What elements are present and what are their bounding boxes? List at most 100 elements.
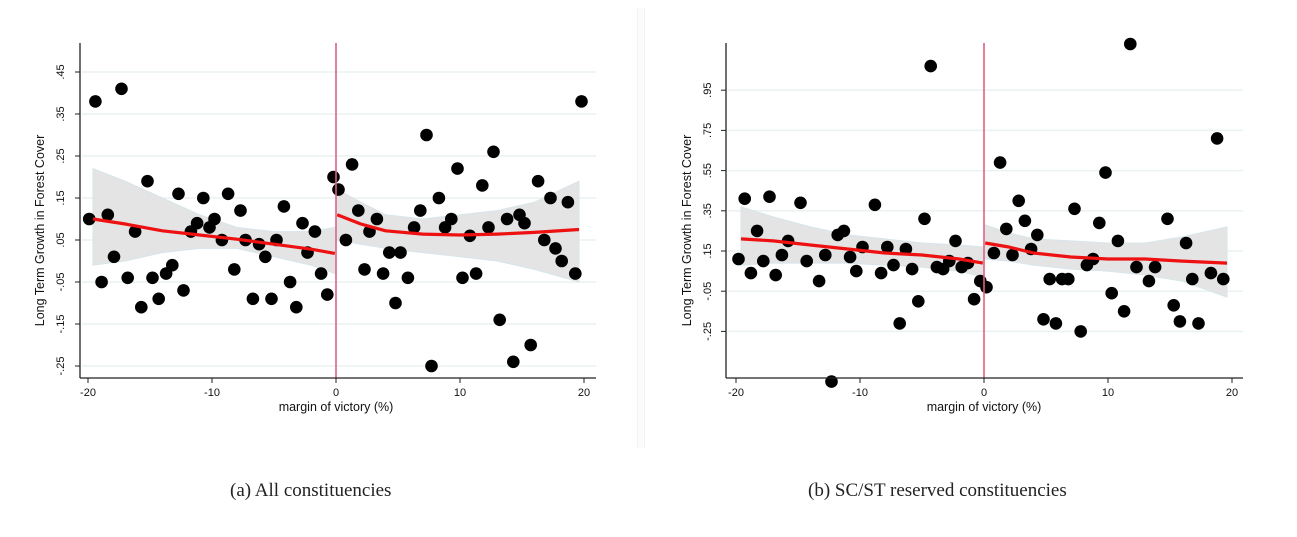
data-point — [1117, 305, 1131, 318]
data-point — [332, 183, 345, 196]
data-point — [339, 233, 353, 247]
data-point — [107, 250, 121, 264]
data-point — [812, 274, 826, 288]
data-point — [775, 248, 789, 262]
x-tick-label: -20 — [80, 387, 96, 399]
data-point — [924, 59, 937, 73]
data-point — [432, 191, 446, 205]
data-point — [1018, 214, 1032, 228]
x-axis-title: margin of victory (%) — [927, 400, 1042, 414]
data-point — [1186, 272, 1199, 286]
data-point — [228, 263, 241, 276]
data-point — [101, 208, 115, 222]
data-point — [277, 200, 291, 213]
data-point — [949, 234, 962, 248]
fitted-line — [92, 217, 336, 255]
y-tick-label: -.25 — [702, 322, 714, 341]
data-point — [234, 204, 247, 217]
data-point — [819, 248, 832, 262]
data-point — [95, 275, 108, 289]
data-point — [980, 280, 993, 294]
data-point — [1173, 315, 1187, 328]
data-point — [1037, 313, 1050, 326]
data-point — [128, 225, 142, 238]
data-point — [843, 250, 857, 264]
data-point — [500, 212, 514, 226]
data-point — [905, 262, 919, 276]
fitted-line — [984, 241, 1228, 265]
data-point — [121, 271, 134, 285]
x-tick-label: 10 — [1102, 387, 1114, 399]
data-point — [314, 267, 328, 280]
data-point — [308, 225, 322, 238]
data-point — [967, 292, 981, 306]
data-point — [763, 190, 776, 203]
data-point — [918, 212, 931, 226]
y-tick-label: .15 — [702, 243, 714, 258]
data-point — [561, 195, 575, 209]
data-point — [987, 246, 1001, 260]
data-point — [221, 187, 235, 201]
data-point — [524, 338, 537, 352]
y-tick-label: -.15 — [55, 315, 67, 334]
data-point — [190, 216, 204, 230]
data-point — [1105, 286, 1118, 300]
data-point — [259, 250, 272, 264]
data-point — [1161, 212, 1174, 226]
x-tick-label: -20 — [728, 387, 744, 399]
data-point — [544, 191, 557, 205]
data-point — [738, 192, 751, 205]
x-tick-label: 0 — [333, 387, 339, 399]
y-tick-label: .75 — [702, 123, 714, 138]
data-point — [732, 252, 745, 266]
data-point — [296, 216, 309, 230]
data-point — [893, 317, 906, 330]
data-point — [208, 212, 221, 226]
data-point — [383, 246, 396, 259]
data-point — [389, 296, 402, 310]
data-point — [445, 212, 458, 226]
data-point — [451, 162, 464, 175]
y-tick-label: .95 — [702, 83, 714, 98]
data-point — [265, 292, 278, 306]
data-point — [569, 267, 582, 280]
data-point — [407, 221, 421, 234]
data-point — [1148, 260, 1162, 274]
data-point — [837, 224, 851, 238]
y-tick-label: .45 — [55, 64, 67, 79]
data-point — [507, 355, 520, 369]
data-point — [1049, 317, 1063, 330]
data-point — [456, 271, 469, 285]
data-point — [482, 221, 495, 234]
data-point — [283, 275, 297, 289]
data-point — [246, 292, 260, 306]
data-point — [1093, 216, 1106, 230]
data-point — [531, 174, 545, 188]
data-point — [1111, 234, 1125, 248]
y-tick-label: -.25 — [55, 357, 67, 376]
data-point — [141, 174, 154, 188]
x-tick-label: 20 — [578, 387, 590, 399]
caption-a: (a) All constituencies — [230, 480, 392, 501]
y-tick-label: .25 — [55, 148, 67, 163]
data-point — [493, 313, 507, 327]
y-tick-label: .15 — [55, 190, 67, 205]
data-point — [1142, 274, 1156, 288]
y-tick-label: .05 — [55, 232, 67, 247]
data-point — [1167, 299, 1180, 312]
data-point — [769, 268, 782, 282]
panel-a-chart: -.25 -.15 -.05 .05 .15 .25 .35 .45 -20 -10 0 10 20 ma… — [33, 43, 596, 414]
caption-b: (b) SC/ST reserved constituencies — [808, 480, 1067, 501]
data-point — [1124, 37, 1137, 51]
data-point — [370, 212, 384, 226]
data-point — [166, 258, 179, 272]
x-tick-label: 20 — [1226, 387, 1238, 399]
data-point — [290, 300, 303, 314]
x-tick-label: -10 — [852, 387, 868, 399]
data-point — [469, 267, 483, 280]
data-point — [1012, 194, 1025, 208]
data-point — [420, 128, 433, 142]
data-point — [1099, 166, 1112, 179]
data-point — [555, 254, 568, 268]
data-point — [172, 187, 185, 201]
